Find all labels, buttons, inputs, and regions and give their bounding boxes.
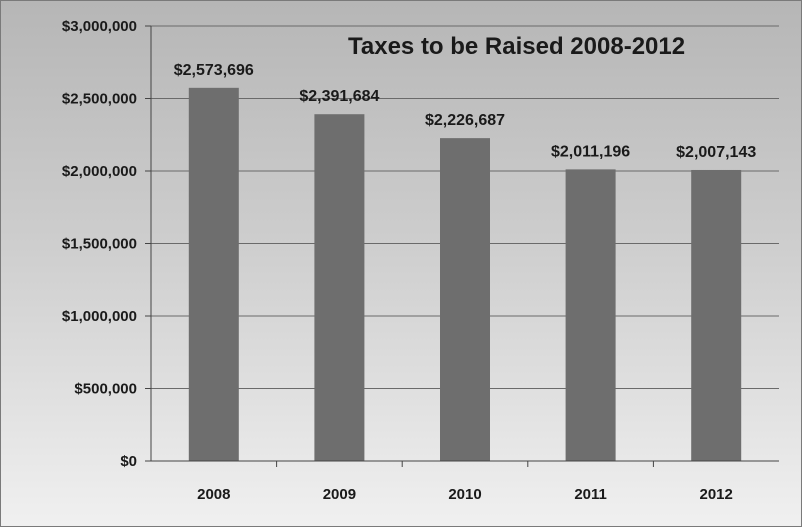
- y-tick-label: $1,500,000: [62, 236, 137, 253]
- bar: [314, 114, 365, 462]
- bar: [440, 138, 490, 462]
- x-tick-label: 2011: [574, 486, 607, 503]
- labels: $0 $500,000 $1,000,000 $1,500,000 $2,000,000…: [62, 18, 756, 503]
- data-label: $2,391,684: [299, 88, 379, 105]
- bar: [565, 169, 616, 461]
- x-tick-label: 2010: [448, 486, 481, 503]
- y-tick-label: $3,000,000: [62, 18, 137, 35]
- bar: [188, 87, 239, 461]
- y-tick-label: $500,000: [74, 381, 137, 398]
- chart-title: Taxes to be Raised 2008-2012: [348, 33, 685, 60]
- bar: [691, 169, 742, 461]
- bars: [188, 87, 742, 462]
- y-tick-label: $2,000,000: [62, 163, 137, 180]
- data-label: $2,007,143: [676, 144, 756, 161]
- y-tick-label: $1,000,000: [62, 308, 137, 325]
- x-tick-label: 2012: [700, 486, 733, 503]
- data-label: $2,226,687: [425, 112, 505, 129]
- axes: [145, 25, 779, 467]
- x-tick-label: 2009: [323, 486, 356, 503]
- y-tick-label: $0: [120, 453, 137, 470]
- y-tick-label: $2,500,000: [62, 91, 137, 108]
- x-tick-label: 2008: [197, 486, 230, 503]
- data-label: $2,011,196: [551, 143, 630, 160]
- data-label: $2,573,696: [174, 62, 254, 79]
